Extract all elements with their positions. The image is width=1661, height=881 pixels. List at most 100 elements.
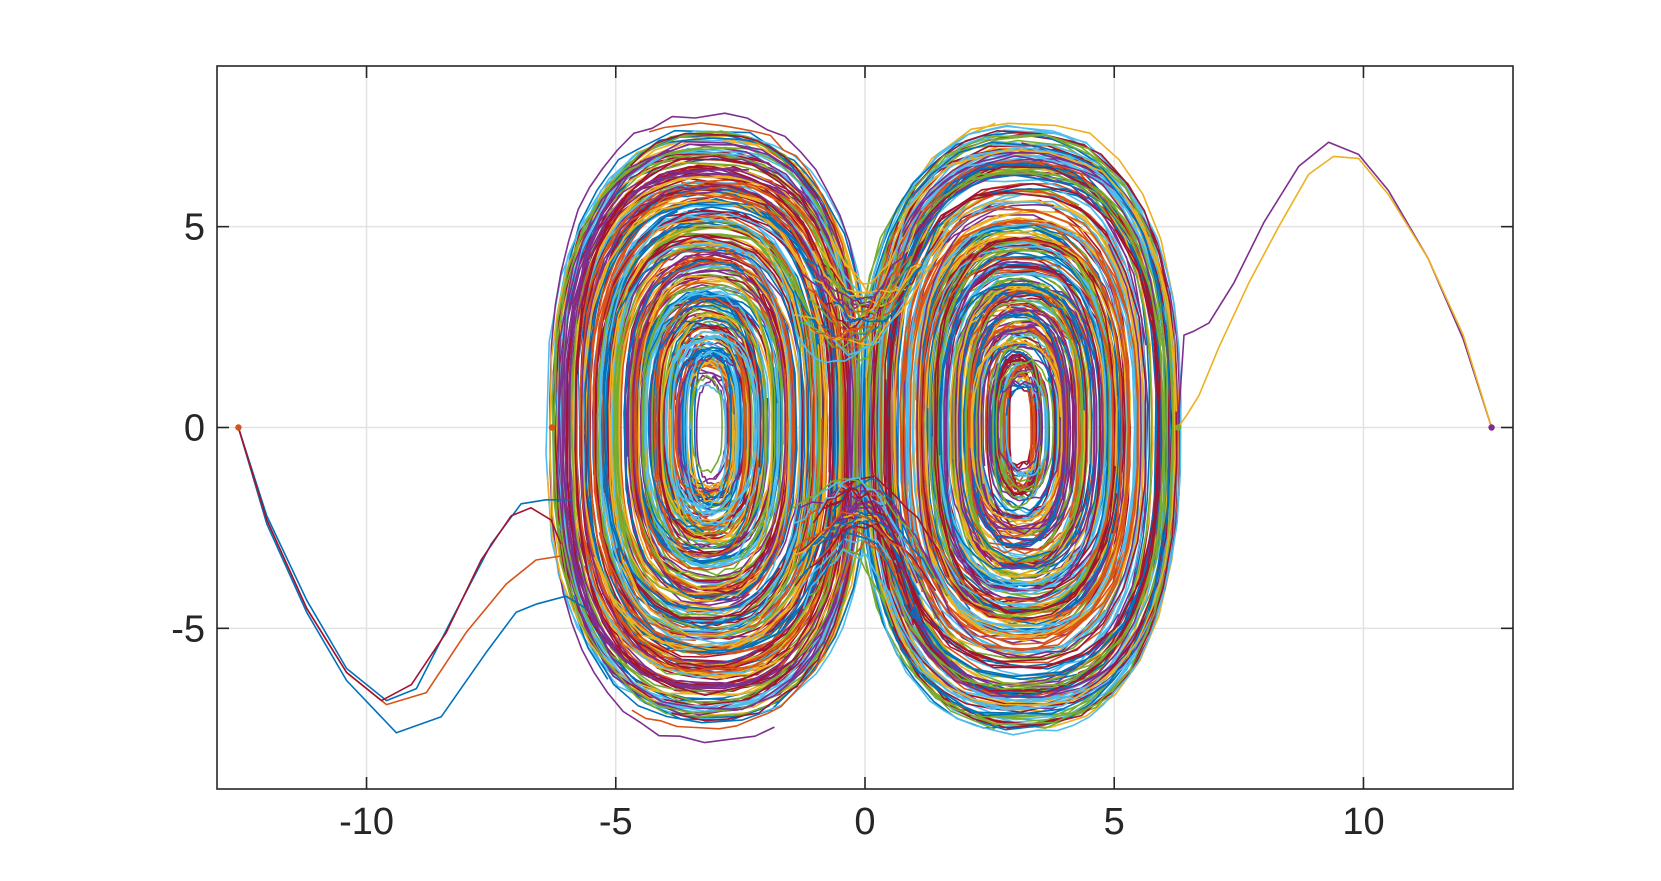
trajectory-line	[949, 312, 1086, 561]
trajectory-line	[861, 141, 1171, 717]
trajectory-line	[909, 220, 1123, 640]
trajectory-line	[237, 427, 587, 734]
trajectory-line	[830, 539, 915, 608]
trajectory-line	[1000, 360, 1047, 502]
start-point-marker	[1488, 424, 1495, 431]
trajectory-line	[237, 427, 562, 702]
trajectory-line	[637, 275, 773, 590]
trajectory-line	[988, 353, 1061, 502]
trajectory-line	[812, 486, 902, 584]
trajectory-line	[792, 478, 949, 597]
trajectory-line	[934, 237, 1117, 615]
trajectory-line	[631, 122, 861, 730]
trajectory-line	[620, 246, 793, 591]
trajectory-line	[805, 254, 931, 356]
trajectory-line	[971, 310, 1067, 549]
trajectory-line	[630, 261, 796, 590]
trajectory-line	[593, 202, 839, 652]
trajectory-line	[664, 334, 758, 514]
trajectory-lines	[237, 112, 1493, 744]
axis-ticks: -10 -5 0 5 10 -5 0 5	[171, 66, 1513, 843]
trajectory-line	[997, 380, 1043, 472]
trajectory-line	[817, 477, 916, 575]
x-tick-label: 10	[1342, 801, 1384, 843]
y-tick-label: 0	[184, 408, 205, 450]
start-point-marker	[1174, 424, 1182, 431]
trajectory-line	[924, 230, 1116, 624]
trajectory-line	[964, 299, 1084, 563]
y-tick-label: 5	[184, 207, 205, 249]
trajectory-line	[947, 278, 1093, 586]
trajectory-line	[977, 324, 1066, 535]
start-points	[235, 424, 1495, 431]
trajectory-line	[930, 252, 1096, 602]
trajectory-line	[569, 188, 818, 664]
trajectory-line	[557, 172, 847, 688]
trajectory-line	[838, 250, 899, 362]
trajectory-line	[938, 283, 1093, 570]
trajectory-line	[809, 269, 906, 351]
trajectory-line	[802, 548, 898, 616]
trajectory-line	[671, 325, 747, 531]
trajectory-line	[792, 511, 940, 615]
trajectory-line	[954, 280, 1078, 570]
trajectory-line	[598, 212, 829, 645]
x-tick-label: 5	[1104, 801, 1125, 843]
trajectory-line	[641, 309, 768, 550]
trajectory-line	[805, 210, 923, 302]
trajectory-line	[809, 226, 899, 341]
trajectory-line	[689, 374, 723, 474]
trajectory-line	[970, 338, 1063, 522]
trajectory-line	[574, 155, 849, 696]
trajectory-line	[919, 238, 1130, 623]
trajectory-line	[992, 349, 1041, 509]
trajectory-line	[827, 488, 925, 625]
trajectory-line	[599, 243, 809, 616]
y-tick-label: -5	[171, 608, 205, 650]
trajectory-line	[794, 522, 937, 592]
trajectory-line	[995, 359, 1054, 492]
trajectory-line	[674, 364, 737, 495]
trajectory-line	[237, 427, 571, 702]
trajectory-line	[899, 205, 1131, 651]
x-tick-label: -5	[599, 801, 633, 843]
trajectory-line	[965, 289, 1082, 564]
trajectory-line	[604, 215, 802, 633]
trajectory-line	[685, 350, 727, 508]
trajectory-line	[665, 331, 760, 526]
trajectory-line	[580, 184, 835, 661]
trajectory-line	[1005, 377, 1048, 478]
trajectory-line	[870, 151, 1181, 710]
trajectory-line	[623, 259, 798, 600]
trajectory-line	[653, 297, 759, 557]
trajectory-line	[592, 215, 816, 636]
trajectory-line	[801, 532, 915, 620]
trajectory-line	[874, 169, 1165, 690]
trajectory-line	[602, 249, 806, 611]
trajectory-line	[825, 489, 935, 576]
trajectory-line	[603, 232, 821, 618]
trajectory-line	[935, 248, 1111, 609]
trajectory-line	[633, 279, 788, 571]
trajectory-line	[808, 548, 894, 627]
start-point-marker	[548, 424, 556, 431]
trajectory-line	[922, 257, 1115, 603]
x-tick-label: -10	[339, 801, 394, 843]
x-tick-label: 0	[854, 801, 875, 843]
trajectory-line	[1177, 141, 1493, 428]
trajectory-line	[1177, 155, 1493, 428]
trajectory-line	[568, 140, 859, 711]
trajectory-line	[999, 369, 1049, 483]
start-point-marker	[235, 424, 242, 431]
trajectory-line	[832, 208, 908, 285]
trajectory-line	[980, 344, 1057, 512]
trajectory-line	[549, 112, 867, 744]
trajectory-line	[978, 312, 1060, 535]
trajectory-line	[574, 181, 838, 679]
trajectory-line	[551, 146, 865, 715]
trajectory-line	[911, 222, 1137, 633]
trajectory-line	[937, 261, 1107, 591]
trajectory-line	[959, 290, 1085, 564]
trajectory-line	[800, 231, 930, 349]
